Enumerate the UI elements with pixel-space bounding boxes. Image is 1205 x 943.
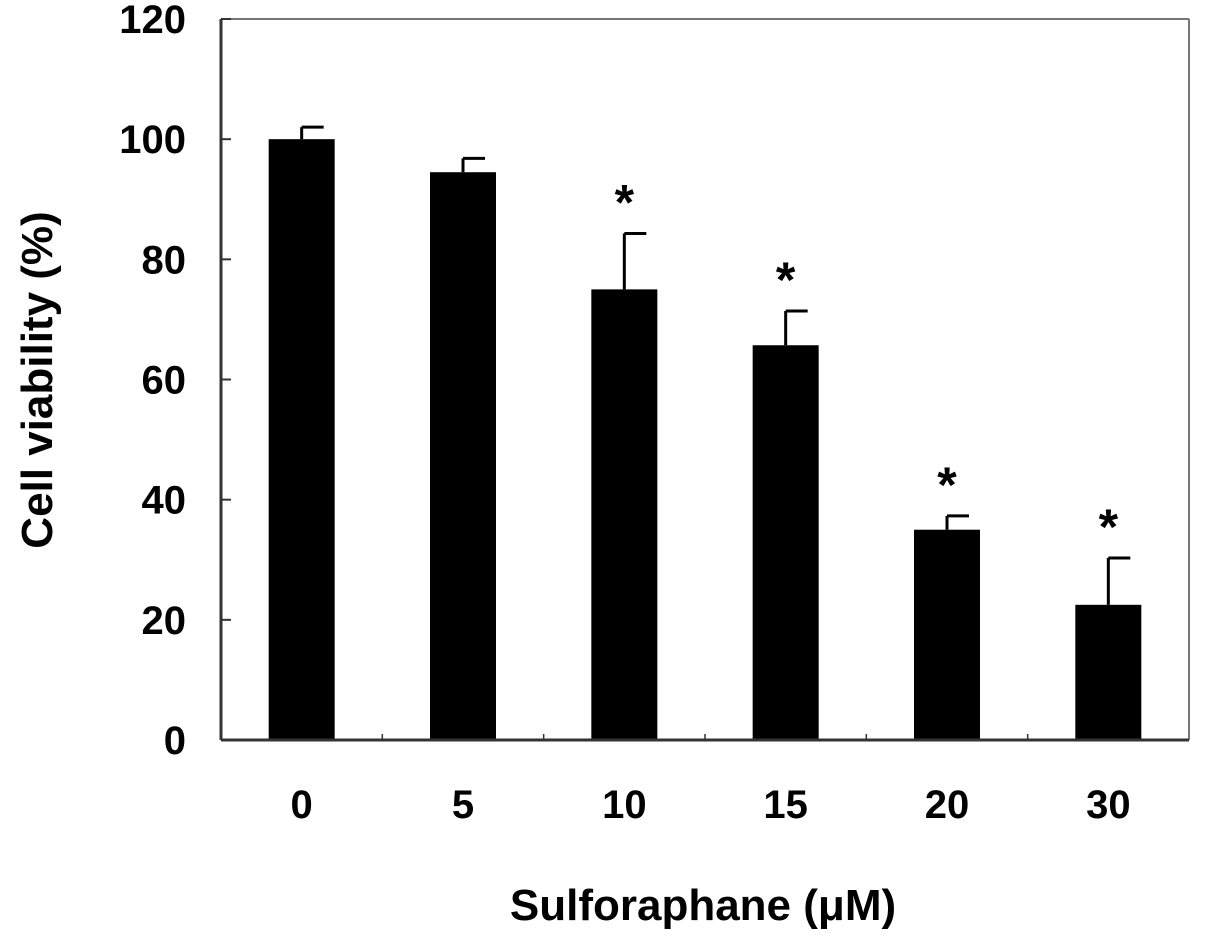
x-tick-label: 15 bbox=[763, 783, 808, 827]
x-tick-label: 30 bbox=[1086, 783, 1131, 827]
x-tick-label: 0 bbox=[291, 783, 313, 827]
y-tick-label: 80 bbox=[142, 238, 187, 282]
x-tick-label: 20 bbox=[925, 783, 970, 827]
y-tick-label: 120 bbox=[119, 0, 186, 42]
y-tick-label: 60 bbox=[142, 359, 187, 403]
x-tick-label: 10 bbox=[602, 783, 647, 827]
y-tick-label: 20 bbox=[142, 599, 187, 643]
bar bbox=[752, 345, 819, 740]
axes-layer bbox=[219, 18, 1190, 742]
bar bbox=[914, 529, 980, 740]
y-axis-title: Cell viability (%) bbox=[13, 211, 62, 548]
bars-layer bbox=[268, 139, 1142, 740]
error-bars-layer bbox=[300, 125, 1131, 605]
bar bbox=[1075, 604, 1142, 740]
significance-mark: * bbox=[937, 457, 957, 513]
bar bbox=[591, 289, 658, 740]
x-tick-label: 5 bbox=[452, 783, 474, 827]
labels-layer: 0 5 * 10 * 15 * 20 * 30 0 20 40 60 80 100 120 bbox=[119, 0, 1130, 827]
y-tick-label: 0 bbox=[164, 719, 186, 763]
y-tick-label: 40 bbox=[142, 479, 187, 523]
y-tick-label: 100 bbox=[119, 118, 186, 162]
bar bbox=[430, 172, 496, 740]
significance-mark: * bbox=[615, 174, 635, 230]
x-axis-title: Sulforaphane (μM) bbox=[510, 881, 896, 930]
significance-mark: * bbox=[1099, 499, 1119, 555]
bar bbox=[268, 139, 335, 740]
significance-mark: * bbox=[776, 252, 796, 308]
